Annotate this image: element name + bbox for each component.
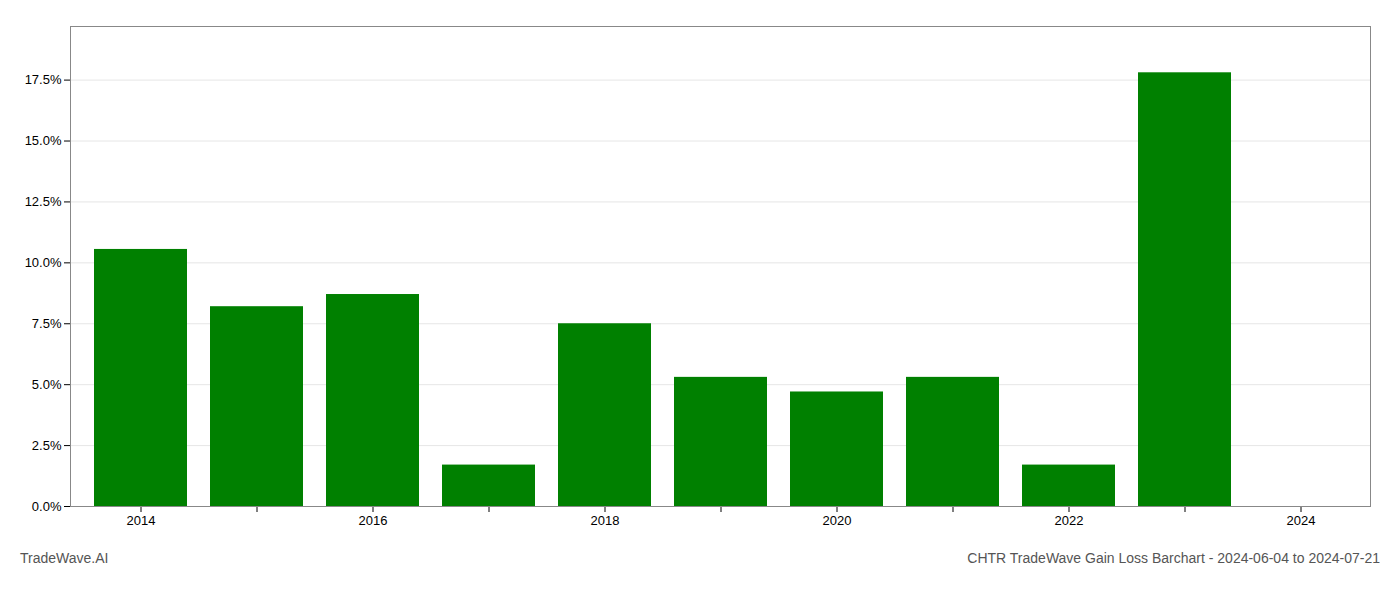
svg-text:2016: 2016 (359, 513, 388, 528)
svg-text:7.5%: 7.5% (32, 316, 62, 331)
svg-text:2018: 2018 (591, 513, 620, 528)
svg-text:5.0%: 5.0% (32, 377, 62, 392)
svg-text:2.5%: 2.5% (32, 438, 62, 453)
svg-text:12.5%: 12.5% (25, 194, 62, 209)
html-text:TradeWave.AI: TradeWave.AI (20, 550, 109, 566)
svg-text:10.0%: 10.0% (25, 255, 62, 270)
svg-text:2020: 2020 (823, 513, 852, 528)
svg-text:0.0%: 0.0% (32, 499, 62, 514)
svg-text:2022: 2022 (1055, 513, 1084, 528)
html-text:CHTR TradeWave Gain Loss Barch: CHTR TradeWave Gain Loss Barchart - 2024… (967, 550, 1380, 566)
svg-text:2024: 2024 (1287, 513, 1316, 528)
svg-text:15.0%: 15.0% (25, 133, 62, 148)
svg-text:17.5%: 17.5% (25, 72, 62, 87)
svg-text:2014: 2014 (127, 513, 156, 528)
